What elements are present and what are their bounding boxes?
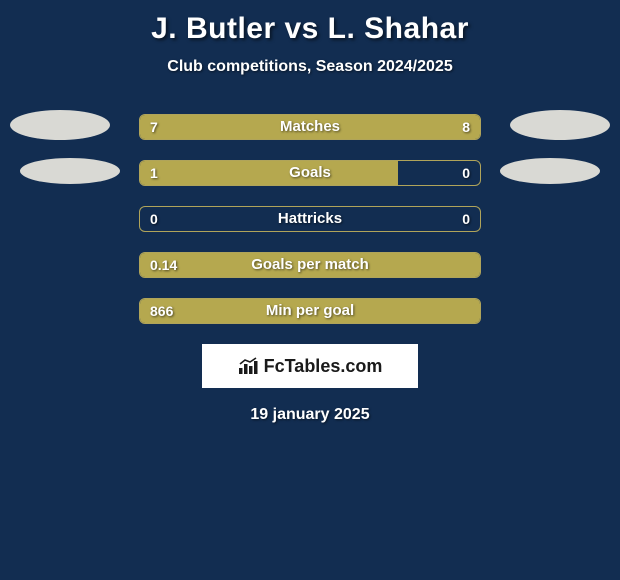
stat-value-right: 8: [462, 115, 470, 139]
subtitle: Club competitions, Season 2024/2025: [0, 58, 620, 76]
stat-row: 0 Hattricks 0: [139, 206, 481, 232]
date-text: 19 january 2025: [0, 406, 620, 424]
logo-label: FcTables.com: [264, 356, 383, 377]
stat-value-right: 0: [462, 161, 470, 185]
player-right-icon-2: [500, 158, 600, 184]
stat-label: Hattricks: [140, 207, 480, 231]
page-title: J. Butler vs L. Shahar: [0, 0, 620, 46]
site-logo: FcTables.com: [202, 344, 418, 388]
stat-label: Min per goal: [140, 299, 480, 323]
player-left-icon: [10, 110, 110, 140]
chart-icon: [238, 357, 260, 375]
stat-row: 7 Matches 8: [139, 114, 481, 140]
player-left-icon-2: [20, 158, 120, 184]
stats-bars: 7 Matches 8 1 Goals 0 0 Hattricks 0 0.14…: [139, 114, 481, 324]
stat-row: 866 Min per goal: [139, 298, 481, 324]
stat-label: Goals: [140, 161, 480, 185]
stat-row: 0.14 Goals per match: [139, 252, 481, 278]
comparison-content: 7 Matches 8 1 Goals 0 0 Hattricks 0 0.14…: [0, 114, 620, 424]
stat-label: Goals per match: [140, 253, 480, 277]
stat-label: Matches: [140, 115, 480, 139]
stat-row: 1 Goals 0: [139, 160, 481, 186]
stat-value-right: 0: [462, 207, 470, 231]
player-right-icon: [510, 110, 610, 140]
logo-text: FcTables.com: [238, 356, 383, 377]
